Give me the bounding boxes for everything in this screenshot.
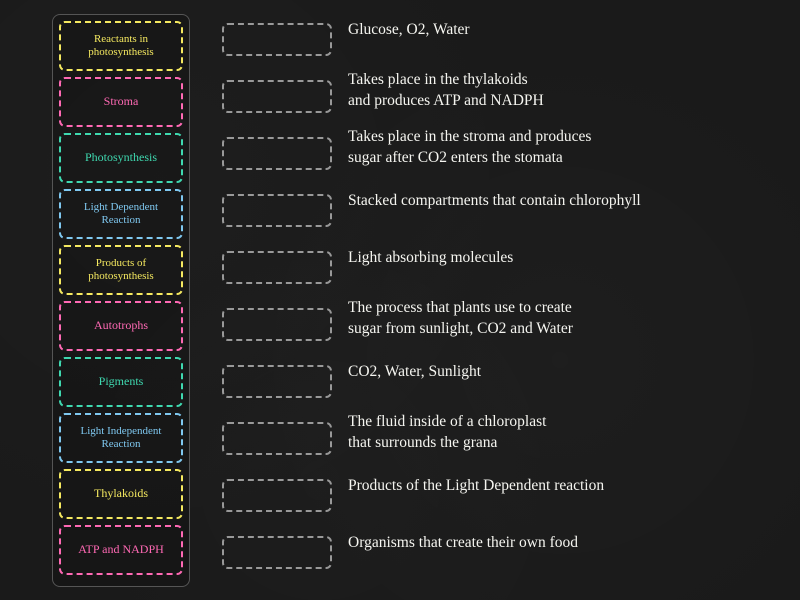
- term-tile[interactable]: Products of photosynthesis: [59, 245, 183, 295]
- drop-zone[interactable]: [222, 23, 332, 56]
- definition-text: The process that plants use to createsug…: [348, 298, 778, 340]
- term-label: Reactants in photosynthesis: [65, 33, 177, 58]
- definition-text: The fluid inside of a chloroplastthat su…: [348, 412, 778, 454]
- definition-text: CO2, Water, Sunlight: [348, 362, 778, 383]
- term-tile[interactable]: ATP and NADPH: [59, 525, 183, 575]
- drop-zone[interactable]: [222, 251, 332, 284]
- term-label: Light Dependent Reaction: [65, 201, 177, 226]
- term-tile[interactable]: Autotrophs: [59, 301, 183, 351]
- term-label: Products of photosynthesis: [65, 257, 177, 282]
- drop-zone[interactable]: [222, 80, 332, 113]
- definition-text: Takes place in the thylakoidsand produce…: [348, 70, 778, 112]
- term-tile[interactable]: Pigments: [59, 357, 183, 407]
- term-label: Photosynthesis: [85, 151, 157, 165]
- term-tile[interactable]: Photosynthesis: [59, 133, 183, 183]
- definition-text: Stacked compartments that contain chloro…: [348, 191, 778, 212]
- drop-zone[interactable]: [222, 422, 332, 455]
- drop-zone[interactable]: [222, 365, 332, 398]
- term-label: Thylakoids: [94, 487, 148, 501]
- definition-text: Organisms that create their own food: [348, 533, 778, 554]
- term-tile[interactable]: Stroma: [59, 77, 183, 127]
- term-label: Autotrophs: [94, 319, 148, 333]
- definition-text: Takes place in the stroma and producessu…: [348, 127, 778, 169]
- definition-text: Glucose, O2, Water: [348, 20, 778, 41]
- drop-zone[interactable]: [222, 308, 332, 341]
- definition-text: Light absorbing molecules: [348, 248, 778, 269]
- term-label: Pigments: [99, 375, 144, 389]
- definition-text: Products of the Light Dependent reaction: [348, 476, 778, 497]
- term-label: Stroma: [104, 95, 139, 109]
- term-tile[interactable]: Light Dependent Reaction: [59, 189, 183, 239]
- term-tile[interactable]: Light Independent Reaction: [59, 413, 183, 463]
- term-label: Light Independent Reaction: [65, 425, 177, 450]
- term-panel: Reactants in photosynthesis Stroma Photosy…: [52, 14, 190, 587]
- drop-zone[interactable]: [222, 479, 332, 512]
- drop-zone[interactable]: [222, 194, 332, 227]
- term-tile[interactable]: Thylakoids: [59, 469, 183, 519]
- term-tile[interactable]: Reactants in photosynthesis: [59, 21, 183, 71]
- drop-zone[interactable]: [222, 137, 332, 170]
- term-label: ATP and NADPH: [78, 543, 164, 557]
- drop-zone[interactable]: [222, 536, 332, 569]
